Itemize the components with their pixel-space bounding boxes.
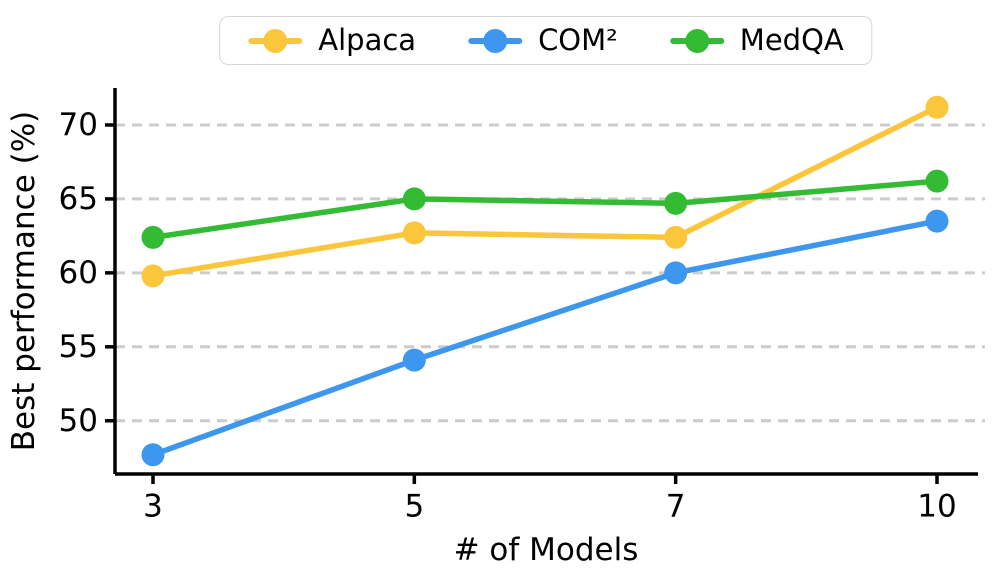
- x-axis-label: # of Models: [454, 532, 639, 568]
- x-tick-label-5: 5: [404, 488, 424, 524]
- data-point-com-3: [141, 443, 165, 467]
- legend-label-medqa: MedQA: [739, 23, 844, 57]
- x-tick-label-3: 3: [143, 488, 163, 524]
- data-point-medqa-5: [402, 187, 426, 211]
- legend-marker-com-icon: [468, 28, 523, 54]
- legend-item-com: COM²: [468, 26, 618, 55]
- y-tick-label-70: 70: [59, 107, 98, 143]
- legend-label-com: COM²: [538, 23, 618, 57]
- x-tick-label-7: 7: [666, 488, 686, 524]
- data-point-com-10: [925, 209, 949, 233]
- data-point-medqa-3: [141, 225, 165, 249]
- legend-item-medqa: MedQA: [669, 23, 844, 57]
- series-layer: [141, 95, 949, 467]
- data-point-com-5: [402, 348, 426, 372]
- legend-dot-alpaca: [263, 28, 288, 53]
- y-axis-label: Best performance (%): [6, 111, 42, 452]
- series-line-com: [150, 218, 940, 458]
- data-point-com-7: [664, 261, 688, 285]
- axis-layer: 50 55 60 65 70 3 5 7 10: [59, 88, 978, 524]
- y-tick-label-55: 55: [59, 329, 98, 365]
- x-tick-label-10: 10: [917, 488, 956, 524]
- data-point-medqa-7: [664, 191, 688, 215]
- data-point-alpaca-5: [402, 221, 426, 245]
- y-tick-label-50: 50: [59, 403, 98, 439]
- legend-label-alpaca: Alpaca: [318, 23, 417, 57]
- legend-dot-com: [483, 28, 508, 53]
- legend-dot-medqa: [684, 28, 709, 53]
- series-line-medqa: [150, 178, 940, 241]
- series-line-alpaca: [150, 104, 940, 279]
- grid-layer: [115, 123, 985, 423]
- legend-item-alpaca: Alpaca: [248, 26, 416, 55]
- data-point-alpaca-10: [925, 95, 949, 119]
- legend-marker-alpaca-icon: [248, 28, 303, 54]
- chart-legend: Alpaca COM² MedQA: [219, 16, 873, 65]
- data-point-medqa-10: [925, 169, 949, 193]
- data-point-alpaca-3: [141, 264, 165, 288]
- data-point-alpaca-7: [664, 225, 688, 249]
- y-tick-label-60: 60: [59, 255, 98, 291]
- legend-marker-medqa-icon: [669, 28, 724, 54]
- y-tick-label-65: 65: [59, 181, 98, 217]
